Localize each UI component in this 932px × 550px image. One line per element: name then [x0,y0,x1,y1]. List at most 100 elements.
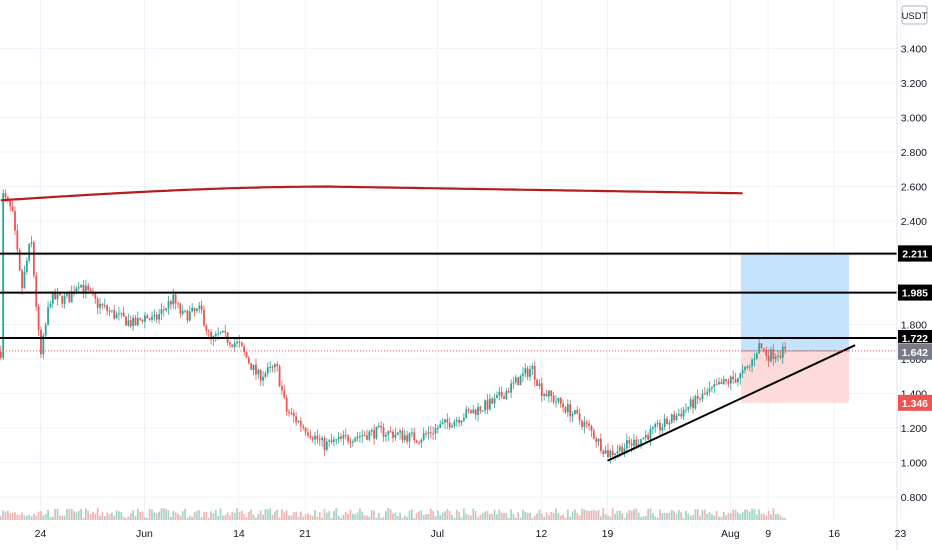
volume-bar [115,510,118,520]
volume-bar [472,508,475,520]
volume-bar [61,515,64,520]
currency-badge[interactable]: USDT [901,5,928,25]
candle-body [696,395,699,399]
volume-bar [507,517,510,520]
volume-bar [649,508,652,520]
volume-bar [618,510,621,520]
volume-bar [784,517,787,520]
candle-body [708,388,711,392]
candle-body [198,305,201,309]
price-axis[interactable]: 3.4003.2003.0002.8002.6002.4002.2002.000… [901,44,927,505]
candle-body [70,291,73,303]
volume-bar [40,511,42,520]
candle-body [737,378,739,383]
long-position-tool[interactable] [741,253,849,403]
candle-body [644,434,647,438]
volume-bar [536,513,538,520]
candle-body [470,410,472,414]
time-tick-label: 14 [233,528,245,540]
volume-bar [481,512,484,520]
candle-body [47,307,49,325]
volume-bar [318,512,321,520]
volume-bar [389,509,392,520]
volume-bar [425,513,427,520]
volume-bar [642,516,645,520]
volume-bar [739,514,742,520]
candle-body [505,391,508,399]
volume-bar [720,516,723,520]
volume-bar [56,508,59,520]
volume-bar [540,513,543,520]
candle-body [685,409,687,411]
candle-body [240,342,243,347]
candle-body [262,376,264,381]
horizontal-levels[interactable] [0,252,897,339]
candle-body [167,301,170,309]
volume-bar [323,509,326,520]
candle-body [604,450,607,454]
price-tag [898,329,932,346]
candle-body [462,417,465,421]
volume-bar [722,512,725,520]
candle-body [30,242,33,244]
candle-body [158,314,160,320]
volume-bar [155,513,158,520]
volume-bar [330,517,333,520]
candle-body [276,364,279,366]
volume-bar [191,516,194,520]
volume-bar [453,517,456,520]
candle-body [538,383,541,386]
position-profit-zone[interactable] [741,253,849,351]
position-loss-zone[interactable] [741,350,849,403]
candle-body [720,381,723,384]
volume-bar [281,509,283,520]
volume-bar [295,511,298,520]
candle-body [517,377,520,386]
candle-body [299,421,302,427]
volume-bar [708,512,711,520]
volume-bar [96,508,99,520]
volume-bar [373,510,375,520]
candle-body [566,404,569,413]
candle-body [427,432,430,434]
candle-body [342,434,345,439]
volume-bar [590,510,593,520]
candle-body [654,424,657,428]
time-axis[interactable]: 24 Jun 14 21 Jul 12 19 Aug 9 16 23 [35,528,907,540]
candle-body [266,367,269,374]
time-tick-label: 24 [35,528,47,540]
volume-bar [399,512,401,520]
candle-body [193,307,196,311]
candle-body [451,425,453,428]
volume-bar [493,509,496,520]
price-tag-label: 1.346 [902,398,928,410]
trendline[interactable] [607,344,856,462]
volume-bar [302,516,305,520]
volume-bar [269,508,272,520]
volume-bar [141,511,144,520]
candle-body [711,387,713,389]
candle-body [614,453,616,455]
candle-body [611,450,614,455]
price-tick-label: 3.400 [901,44,927,56]
candle-body [668,422,671,425]
volume-bar [474,511,477,520]
volume-bar [297,516,300,520]
volume-bar [755,514,758,520]
candle-body [318,439,321,441]
volume-bar [70,508,73,520]
candle-body [559,397,562,404]
volume-bar [500,512,503,520]
price-tick-label: 1.200 [901,423,927,435]
candle-body [418,442,420,444]
candle-body [746,366,749,368]
candle-body [56,293,59,300]
volume-bar [160,508,163,520]
volume-bar [777,513,779,520]
price-tick-label: 1.800 [901,320,927,332]
volume-bar [354,514,357,520]
volume-bar [439,515,442,520]
candle-body [134,317,137,326]
volume-bar [413,517,416,520]
